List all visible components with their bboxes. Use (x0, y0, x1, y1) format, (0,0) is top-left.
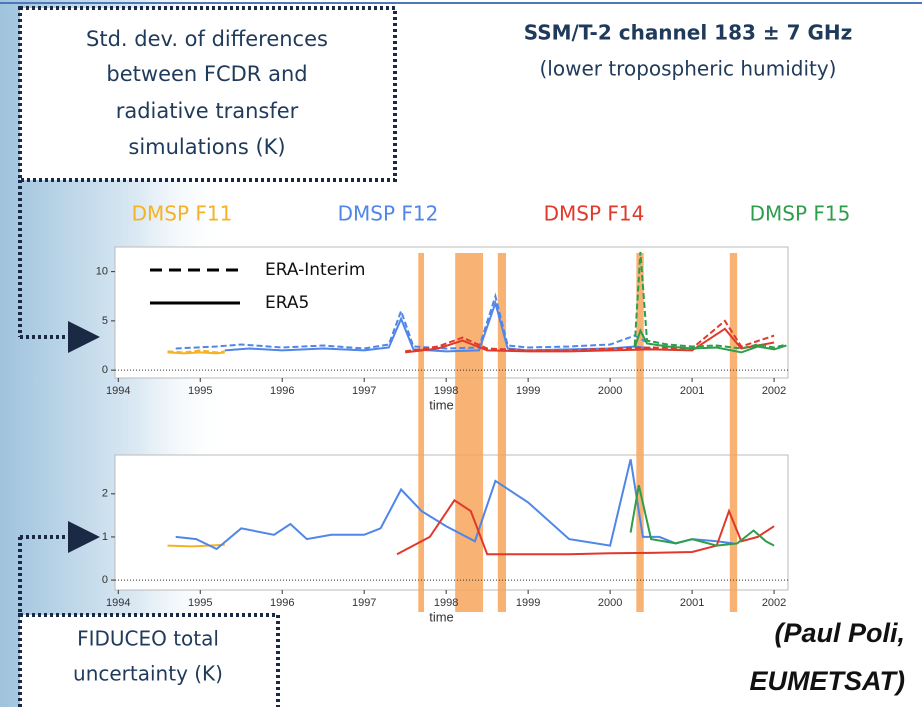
x-tick-label: 2000 (598, 385, 622, 397)
credit: (Paul Poli, (774, 618, 905, 648)
satellite-label: DMSP F14 (544, 202, 645, 226)
x-tick-label: 1995 (188, 597, 212, 609)
y-tick-label: 1 (102, 531, 108, 543)
x-axis-label: time (429, 397, 454, 412)
x-tick-label: 1999 (516, 385, 540, 397)
x-tick-label: 1996 (270, 385, 294, 397)
x-tick-label: 1995 (188, 385, 212, 397)
x-tick-label: 2001 (680, 597, 704, 609)
x-tick-label: 1998 (434, 385, 458, 397)
plot-area (114, 246, 789, 379)
plot-area (114, 454, 789, 591)
x-tick-label: 1994 (106, 385, 130, 397)
x-axis-label: time (429, 609, 454, 624)
box-text: simulations (K) (128, 135, 285, 159)
y-tick-label: 0 (102, 574, 108, 586)
data-line (167, 543, 225, 548)
x-tick-label: 1996 (270, 597, 294, 609)
text-box (18, 6, 397, 182)
x-tick-label: 1994 (106, 597, 130, 609)
x-tick-label: 2000 (598, 597, 622, 609)
box-text: between FCDR and (106, 62, 307, 86)
legend-label: ERA-Interim (265, 260, 365, 280)
y-tick-label: 5 (102, 315, 108, 327)
x-tick-label: 1998 (434, 597, 458, 609)
data-line (629, 484, 775, 547)
highlight-span (455, 253, 484, 612)
data-line (633, 251, 787, 350)
highlight-span (497, 253, 507, 612)
box-text: Std. dev. of differences (86, 27, 328, 51)
legend-label: ERA5 (265, 293, 309, 313)
highlight-span (729, 253, 738, 612)
slide-title: SSM/T-2 channel 183 ± 7 GHz (524, 21, 853, 45)
data-line (175, 459, 734, 551)
x-tick-label: 1999 (516, 597, 540, 609)
slide-subtitle: (lower tropospheric humidity) (540, 57, 837, 81)
x-tick-label: 2001 (680, 385, 704, 397)
box-text: FIDUCEO total (77, 627, 219, 651)
x-tick-label: 1997 (352, 385, 376, 397)
box-text: radiative transfer (116, 99, 299, 123)
satellite-label: DMSP F15 (750, 202, 851, 226)
data-line (167, 351, 225, 355)
highlight-span (636, 253, 644, 612)
text-box (18, 613, 280, 707)
x-tick-label: 1997 (352, 597, 376, 609)
satellite-label: DMSP F11 (132, 202, 233, 226)
credit: EUMETSAT) (750, 666, 906, 696)
x-tick-label: 2002 (762, 597, 786, 609)
y-tick-label: 0 (102, 364, 108, 376)
y-tick-label: 2 (102, 488, 108, 500)
highlight-span (418, 253, 425, 612)
data-line (633, 328, 787, 354)
data-line (405, 319, 775, 353)
data-line (405, 327, 775, 354)
data-line (175, 292, 652, 350)
y-tick-label: 10 (96, 266, 108, 278)
box-text: uncertainty (K) (73, 662, 223, 686)
x-tick-label: 2002 (762, 385, 786, 397)
data-line (396, 498, 775, 556)
satellite-label: DMSP F12 (338, 202, 439, 226)
